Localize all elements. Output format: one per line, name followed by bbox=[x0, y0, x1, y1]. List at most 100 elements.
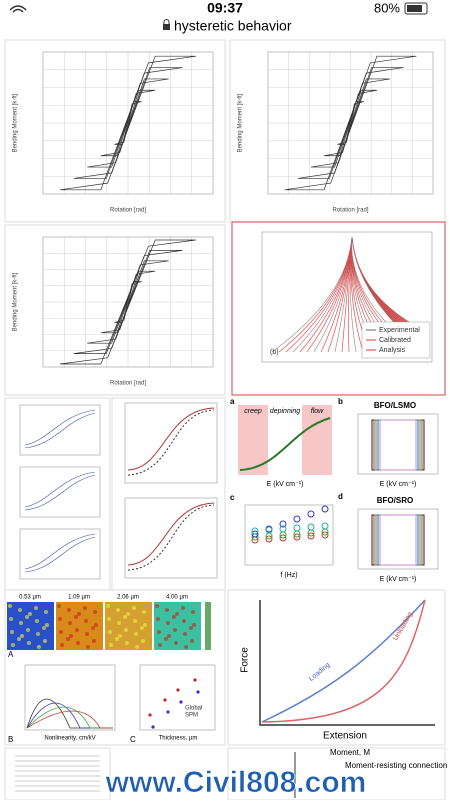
tile bbox=[4, 39, 226, 223]
speck bbox=[85, 632, 89, 636]
loop bbox=[87, 260, 169, 344]
panel-label: C bbox=[130, 735, 136, 744]
panel-label: d bbox=[338, 492, 343, 501]
legend-entry: Analysis bbox=[379, 347, 406, 354]
loop bbox=[351, 236, 428, 354]
speck bbox=[42, 626, 46, 630]
region bbox=[302, 405, 332, 475]
speck bbox=[132, 606, 136, 610]
marker bbox=[179, 700, 183, 704]
tile bbox=[227, 589, 446, 746]
loop bbox=[59, 55, 197, 191]
panel-label: a bbox=[230, 397, 235, 406]
curve bbox=[261, 599, 426, 723]
marker bbox=[163, 698, 167, 702]
speck bbox=[182, 619, 186, 623]
speck bbox=[37, 645, 41, 649]
marker bbox=[279, 520, 287, 528]
loop bbox=[87, 78, 169, 168]
plot bbox=[244, 504, 334, 566]
speck bbox=[36, 632, 40, 636]
speck bbox=[164, 637, 168, 641]
speck bbox=[172, 615, 176, 619]
marker bbox=[307, 532, 315, 540]
plot-area bbox=[267, 51, 434, 195]
speck bbox=[67, 608, 71, 612]
speck bbox=[117, 621, 121, 625]
speck bbox=[123, 615, 127, 619]
speck bbox=[60, 643, 64, 647]
speck bbox=[125, 641, 129, 645]
marker bbox=[193, 678, 197, 682]
loop bbox=[24, 471, 96, 511]
plot bbox=[357, 413, 439, 475]
curve bbox=[127, 502, 215, 566]
plot bbox=[124, 497, 218, 579]
marker bbox=[293, 515, 301, 523]
watermark: www.Civil808.com bbox=[105, 766, 367, 799]
tile bbox=[111, 397, 226, 591]
x-axis-label: Nonlinearity, cm/kV bbox=[44, 736, 95, 742]
speck bbox=[17, 637, 21, 641]
speck bbox=[107, 617, 111, 621]
speck bbox=[43, 639, 47, 643]
address-bar[interactable]: hysteretic behavior bbox=[174, 18, 292, 34]
loop bbox=[284, 55, 417, 191]
marker bbox=[166, 710, 170, 714]
x-axis-label: Thickness, µm bbox=[159, 736, 198, 742]
speck bbox=[175, 612, 179, 616]
speck bbox=[66, 637, 70, 641]
speck bbox=[191, 610, 195, 614]
marker bbox=[251, 530, 259, 538]
size-label: 1.09 µm bbox=[68, 595, 90, 601]
x-axis-label: E (kV cm⁻¹) bbox=[380, 481, 417, 488]
speck bbox=[143, 623, 147, 627]
speck bbox=[165, 608, 169, 612]
marker bbox=[293, 524, 301, 532]
panel-title: BFO/SRO bbox=[377, 496, 413, 505]
x-axis-label: Rotation [rad] bbox=[110, 208, 146, 214]
speck bbox=[157, 630, 161, 634]
marker bbox=[307, 510, 315, 518]
legend-entry: SPM bbox=[185, 713, 198, 719]
marker bbox=[279, 534, 287, 542]
speck bbox=[59, 630, 63, 634]
y-axis-label: Bending Moment [k-ft] bbox=[238, 93, 244, 152]
time: 09:37 bbox=[207, 0, 243, 16]
speck bbox=[77, 612, 81, 616]
speck bbox=[58, 617, 62, 621]
speck bbox=[189, 626, 193, 630]
loop bbox=[310, 78, 391, 168]
speck bbox=[69, 634, 73, 638]
curve bbox=[127, 504, 215, 571]
loop bbox=[324, 89, 377, 157]
panel-label: (b) bbox=[270, 349, 279, 356]
marker bbox=[307, 523, 315, 531]
speck bbox=[133, 619, 137, 623]
curve bbox=[239, 417, 331, 471]
speck bbox=[57, 604, 61, 608]
speck bbox=[135, 645, 139, 649]
speck bbox=[94, 623, 98, 627]
curve bbox=[261, 599, 426, 723]
plot bbox=[357, 508, 439, 570]
curve bbox=[26, 706, 113, 729]
speck bbox=[83, 606, 87, 610]
plot bbox=[139, 664, 216, 731]
curve bbox=[127, 407, 215, 471]
speck bbox=[181, 606, 185, 610]
diagram-label: Moment-resisting connection backbone bbox=[345, 761, 450, 770]
speck bbox=[27, 641, 31, 645]
curve bbox=[26, 710, 113, 729]
panel-label: b bbox=[338, 397, 343, 406]
speck bbox=[167, 634, 171, 638]
speck bbox=[11, 643, 15, 647]
speck bbox=[183, 632, 187, 636]
speck bbox=[75, 628, 79, 632]
speck bbox=[124, 628, 128, 632]
speck bbox=[84, 619, 88, 623]
size-label: 2.06 µm bbox=[117, 595, 139, 601]
plot-area bbox=[261, 231, 433, 363]
plot-area bbox=[42, 51, 214, 195]
